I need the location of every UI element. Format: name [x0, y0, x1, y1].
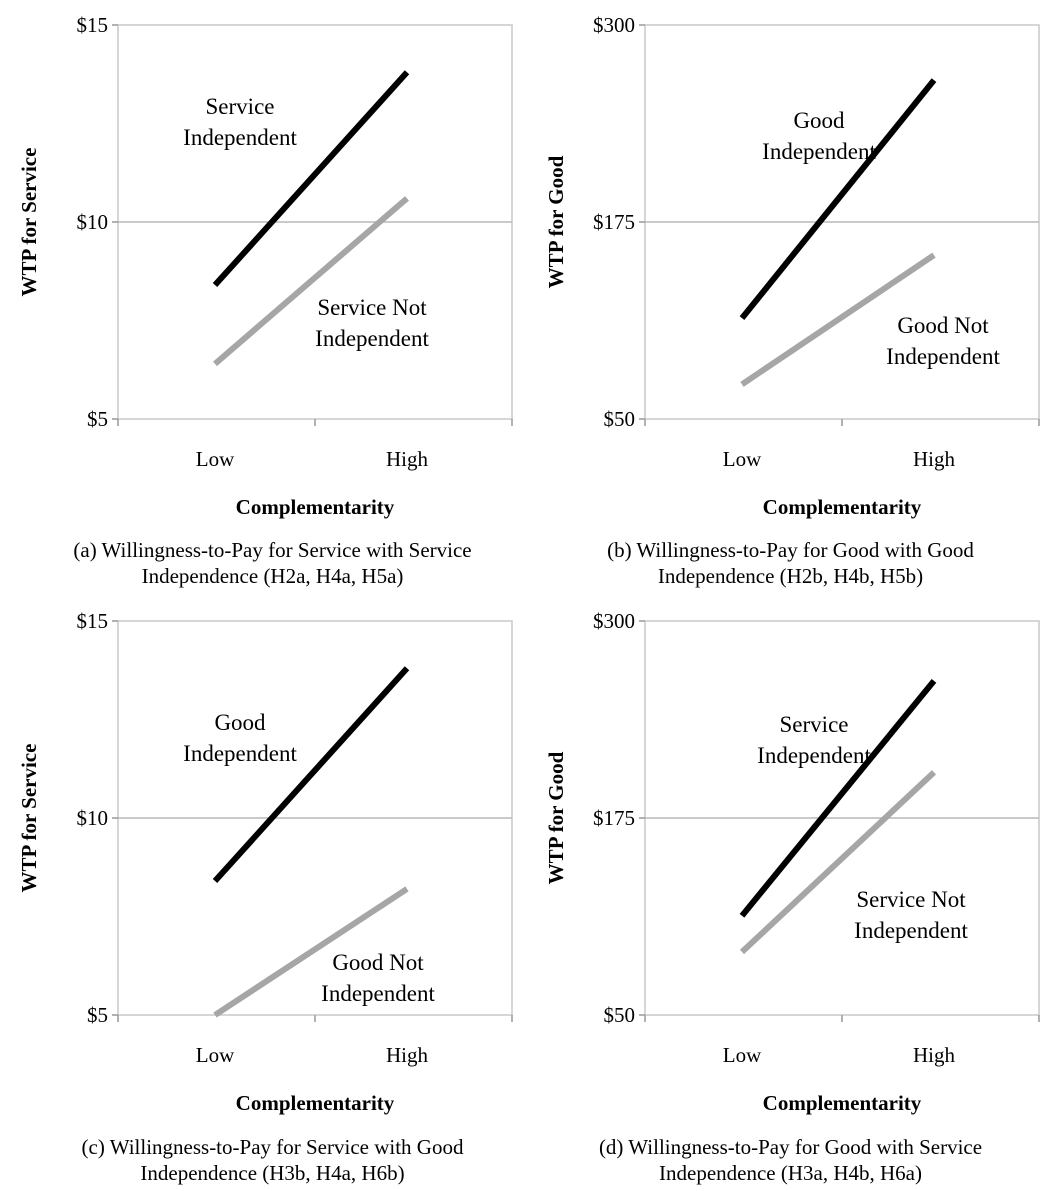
chart-a-y-tick-label: $15: [77, 13, 109, 37]
chart-b-y-tick-label: $50: [604, 407, 636, 431]
chart-d-y-tick-label: $175: [593, 806, 635, 830]
chart-c-caption-line-1: (c) Willingness-to-Pay for Service with …: [81, 1135, 464, 1159]
chart-a-series-line-2: [213, 196, 409, 367]
chart-d-x-tick-label: High: [913, 1043, 956, 1067]
chart-d-plot: $50 $175 $300 Low High Complementarity WTP for…: [544, 609, 1040, 1115]
chart-b-x-tick-label: High: [913, 447, 956, 471]
chart-d-series-label-1-line: Independent: [757, 743, 871, 768]
chart-c-series-line-2: [213, 886, 409, 1018]
chart-b-series-label-1: Good Independent: [762, 108, 876, 164]
chart-a-series-label-1-line: Service: [206, 94, 275, 119]
chart-b-y-tick-label: $300: [593, 13, 635, 37]
chart-c-caption-line-2: Independence (H3b, H4a, H6b): [140, 1161, 405, 1185]
chart-a-x-tick-label: High: [386, 447, 429, 471]
chart-d-caption-line-2: Independence (H3a, H4b, H6a): [659, 1161, 922, 1185]
chart-c-series-label-1: Good Independent: [183, 710, 297, 766]
chart-c-series-line-1: [212, 666, 410, 884]
chart-a-y-tick-label: $5: [87, 407, 108, 431]
chart-panel-c: $5 $10 $15 Low High Complementarity WTP for Se…: [0, 596, 527, 1191]
chart-panel-d: $50 $175 $300 Low High Complementarity WTP for…: [527, 596, 1054, 1191]
chart-c-x-tick-label: Low: [196, 1043, 235, 1067]
chart-panel-b: $50 $175 $300 Low High Complementarity WTP for…: [527, 0, 1054, 595]
chart-c-y-tick-label: $15: [77, 609, 109, 633]
chart-b-series-label-2-line: Good Not: [897, 313, 989, 338]
chart-d-x-axis-label: Complementarity: [763, 1091, 922, 1115]
chart-d-caption: (d) Willingness-to-Pay for Good with Ser…: [527, 1134, 1054, 1186]
chart-d-series-label-1-line: Service: [780, 712, 849, 737]
chart-d-y-tick-label: $50: [604, 1003, 636, 1027]
chart-a-y-tick-label: $10: [77, 210, 109, 234]
chart-b-series-line-1: [739, 78, 937, 321]
chart-a-series-label-2: Service Not Independent: [315, 295, 429, 351]
chart-d-series-label-1: Service Independent: [757, 712, 871, 768]
chart-b-y-tick-label: $175: [593, 210, 635, 234]
chart-c-series-label-2-line: Good Not: [332, 950, 424, 975]
chart-a-caption-line-1: (a) Willingness-to-Pay for Service with …: [73, 538, 472, 562]
chart-b-y-axis-label: WTP for Good: [544, 155, 568, 288]
chart-c-y-tick-label: $5: [87, 1003, 108, 1027]
chart-b-series-label-2-line: Independent: [886, 344, 1000, 369]
chart-c-x-axis-label: Complementarity: [236, 1091, 395, 1115]
chart-a-x-axis-label: Complementarity: [236, 495, 395, 519]
chart-b-plot: $50 $175 $300 Low High Complementarity WTP for…: [544, 13, 1040, 519]
chart-b-series-label-1-line: Good: [793, 108, 845, 133]
chart-c-y-tick-label: $10: [77, 806, 109, 830]
chart-a-plot: $5 $10 $15 Low High Complementarity WTP for Se…: [17, 13, 513, 519]
chart-b-series-line-2: [740, 252, 936, 387]
chart-d-y-tick-label: $300: [593, 609, 635, 633]
chart-a-series-line-1: [212, 70, 410, 288]
chart-a-series-label-2-line: Independent: [315, 326, 429, 351]
chart-a-series-label-1-line: Independent: [183, 125, 297, 150]
chart-c-series-label-1-line: Good: [214, 710, 266, 735]
chart-c-series-label-1-line: Independent: [183, 741, 297, 766]
chart-c-plot: $5 $10 $15 Low High Complementarity WTP for Se…: [17, 609, 513, 1115]
chart-d-series-label-2-line: Service Not: [856, 887, 966, 912]
chart-d-series-line-2: [739, 770, 937, 955]
chart-b-series-label-1-line: Independent: [762, 139, 876, 164]
chart-d-series-label-2-line: Independent: [854, 918, 968, 943]
chart-b-x-tick-label: Low: [723, 447, 762, 471]
chart-b-x-axis-label: Complementarity: [763, 495, 922, 519]
chart-d-y-axis-label: WTP for Good: [544, 751, 568, 884]
chart-a-y-axis-label: WTP for Service: [17, 148, 41, 297]
chart-a-x-tick-label: Low: [196, 447, 235, 471]
chart-b-series-label-2: Good Not Independent: [886, 313, 1000, 369]
chart-a-series-label-1: Service Independent: [183, 94, 297, 150]
chart-d-series-line-1: [739, 678, 937, 918]
chart-d-caption-line-1: (d) Willingness-to-Pay for Good with Ser…: [598, 1135, 983, 1159]
chart-d-x-tick-label: Low: [723, 1043, 762, 1067]
chart-c-series-label-2: Good Not Independent: [321, 950, 435, 1006]
chart-c-y-axis-label: WTP for Service: [17, 744, 41, 893]
chart-c-series-label-2-line: Independent: [321, 981, 435, 1006]
chart-d-series-label-2: Service Not Independent: [854, 887, 968, 943]
chart-b-caption: (b) Willingness-to-Pay for Good with Goo…: [527, 537, 1054, 589]
chart-b-caption-line-2: Independence (H2b, H4b, H5b): [657, 564, 924, 588]
chart-a-caption-line-2: Independence (H2a, H4a, H5a): [141, 564, 404, 588]
chart-a-series-label-2-line: Service Not: [317, 295, 427, 320]
chart-a-caption: (a) Willingness-to-Pay for Service with …: [0, 537, 545, 589]
chart-b-caption-line-1: (b) Willingness-to-Pay for Good with Goo…: [607, 538, 974, 562]
chart-c-x-tick-label: High: [386, 1043, 429, 1067]
chart-c-caption: (c) Willingness-to-Pay for Service with …: [0, 1134, 545, 1186]
chart-panel-a: $5 $10 $15 Low High Complementarity WTP for Se…: [0, 0, 527, 595]
